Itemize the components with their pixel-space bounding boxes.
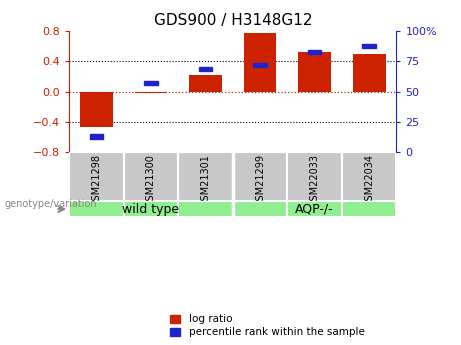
Bar [244,32,277,92]
Text: GSM21300: GSM21300 [146,154,156,207]
Legend: log ratio, percentile rank within the sample: log ratio, percentile rank within the sa… [166,310,369,342]
Bar [69,152,124,201]
Bar [233,152,287,201]
Bar [298,52,331,92]
Bar [89,135,103,139]
Bar [287,152,342,201]
Bar [233,201,287,217]
Bar [80,92,113,127]
Bar [69,201,124,217]
Bar [178,152,233,201]
Bar [124,201,178,217]
Bar [178,201,233,217]
Text: genotype/variation: genotype/variation [5,199,97,209]
Bar [199,67,213,71]
Bar [342,201,396,217]
Text: AQP-/-: AQP-/- [296,203,334,216]
Bar [342,152,396,201]
Bar [144,81,158,85]
Bar [287,201,342,217]
Bar [362,43,376,48]
Bar [253,63,267,67]
Text: wild type: wild type [123,203,179,216]
Bar [135,92,167,93]
Text: GSM22033: GSM22033 [310,154,319,207]
Text: GSM21301: GSM21301 [201,154,211,207]
Text: GSM21298: GSM21298 [91,154,101,207]
Title: GDS900 / H3148G12: GDS900 / H3148G12 [154,13,312,29]
Text: GSM22034: GSM22034 [364,154,374,207]
Bar [189,75,222,92]
Bar [353,54,385,92]
Bar [308,50,321,54]
Text: GSM21299: GSM21299 [255,154,265,207]
Bar [124,152,178,201]
